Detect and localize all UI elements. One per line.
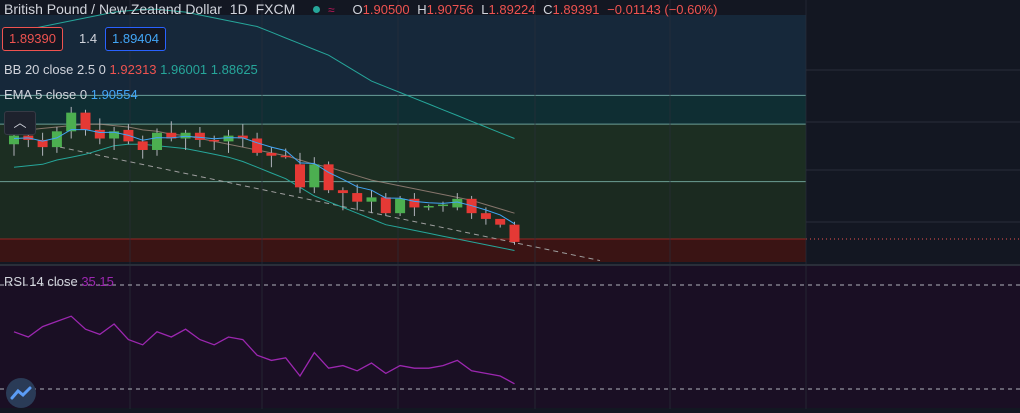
candle — [366, 190, 377, 214]
candle — [180, 129, 191, 150]
collapse-legend-button[interactable]: ︿ — [4, 111, 36, 135]
rsi-series-line — [13, 315, 515, 385]
candle — [323, 161, 334, 194]
rsi-value: 35.15 — [81, 274, 114, 289]
candle-body — [480, 213, 491, 219]
ema-legend[interactable]: EMA 5 close 0 1.90554 — [4, 87, 138, 103]
candle-body — [209, 139, 220, 142]
candle-body — [237, 135, 248, 139]
bb-legend[interactable]: BB 20 close 2.5 0 1.92313 1.96001 1.8862… — [4, 62, 258, 78]
candle — [380, 193, 391, 217]
candle-body — [152, 132, 162, 150]
candle-body — [509, 224, 520, 242]
candle-body — [51, 131, 62, 148]
buy-button[interactable]: 1.89404 — [105, 27, 166, 51]
candle — [266, 147, 277, 168]
bb-upper-line — [13, 8, 515, 139]
candle-body — [37, 139, 48, 148]
candle-body — [423, 205, 434, 208]
candle — [352, 184, 363, 211]
candle-body — [266, 152, 277, 156]
candle — [237, 124, 248, 148]
candle — [495, 218, 506, 228]
ohlc-values: O1.90500 H1.90756 L1.89224 C1.89391 −0.0… — [352, 2, 718, 17]
candle — [395, 195, 406, 217]
candle — [51, 127, 62, 153]
candle-body — [352, 193, 363, 202]
rsi-pane — [0, 284, 1020, 390]
candle-body — [94, 129, 105, 139]
candle-body — [137, 141, 148, 150]
chart-grid — [59, 0, 1020, 409]
candle-body — [495, 218, 506, 225]
zone-3 — [0, 124, 806, 182]
rsi-background — [0, 266, 1020, 408]
spread-value: 1.4 — [79, 31, 98, 46]
zone-5 — [0, 239, 806, 262]
candle-body — [66, 112, 77, 132]
candle — [66, 106, 77, 139]
candle-body — [323, 164, 334, 191]
bb-middle-value: 1.96001 — [160, 62, 208, 77]
candle-body — [9, 135, 19, 145]
candle — [423, 204, 434, 211]
candle — [509, 221, 520, 245]
bb-lower-value: 1.88625 — [210, 62, 258, 77]
ema-value: 1.90554 — [90, 87, 138, 102]
chevron-up-icon: ︿ — [13, 115, 27, 130]
candle-body — [80, 112, 91, 130]
candle-body — [166, 132, 177, 139]
candle — [209, 135, 220, 150]
candle-body — [409, 198, 420, 208]
logo-graphic — [10, 386, 32, 400]
candle — [295, 152, 305, 194]
candle-body — [109, 131, 120, 139]
candle-body — [223, 135, 234, 142]
interval-label: 1D — [229, 1, 248, 17]
ema-line — [13, 129, 515, 225]
candle-body — [194, 132, 205, 140]
candle — [37, 132, 48, 156]
candle-body — [180, 132, 191, 139]
candle — [80, 109, 91, 136]
rsi-legend[interactable]: RSI 14 close 35.15 — [4, 274, 114, 290]
sell-button[interactable]: 1.89390 — [2, 27, 63, 51]
symbol-title: British Pound / New Zealand Dollar — [4, 1, 222, 17]
bb-upper-value: 1.92313 — [109, 62, 157, 77]
candle — [94, 118, 105, 145]
ema-series-line — [13, 129, 515, 225]
candle — [152, 128, 162, 156]
tradingview-logo-icon[interactable] — [6, 378, 36, 408]
bb-lower-line — [13, 143, 515, 251]
symbol-legend[interactable]: British Pound / New Zealand Dollar 1D FX… — [4, 1, 726, 18]
candle-body — [366, 197, 377, 202]
candle — [252, 132, 263, 156]
candle-body — [252, 138, 263, 153]
bb-middle-line — [13, 123, 515, 214]
bollinger-bands — [13, 8, 515, 251]
wave-icon: ≈ — [328, 3, 335, 17]
candle — [337, 187, 348, 211]
market-status-icon — [313, 6, 321, 14]
candle-body — [309, 164, 320, 188]
candle — [109, 127, 120, 150]
candle-body — [280, 155, 291, 158]
candle-body — [438, 204, 448, 207]
candle-body — [452, 198, 463, 208]
bb-label: BB 20 close 2.5 0 — [4, 62, 106, 77]
candle-body — [395, 198, 406, 214]
zone-2 — [0, 95, 806, 125]
candle-body — [380, 197, 391, 214]
rsi-label: RSI 14 close — [4, 274, 78, 289]
candle — [137, 135, 148, 159]
ema-label: EMA 5 close 0 — [4, 87, 88, 102]
candle — [409, 193, 420, 217]
exchange-label: FXCM — [255, 1, 296, 17]
candle-body — [295, 164, 305, 188]
change-value: −0.01143 (−0.60%) — [607, 2, 718, 17]
candle — [223, 129, 234, 153]
candle-body — [337, 190, 348, 194]
